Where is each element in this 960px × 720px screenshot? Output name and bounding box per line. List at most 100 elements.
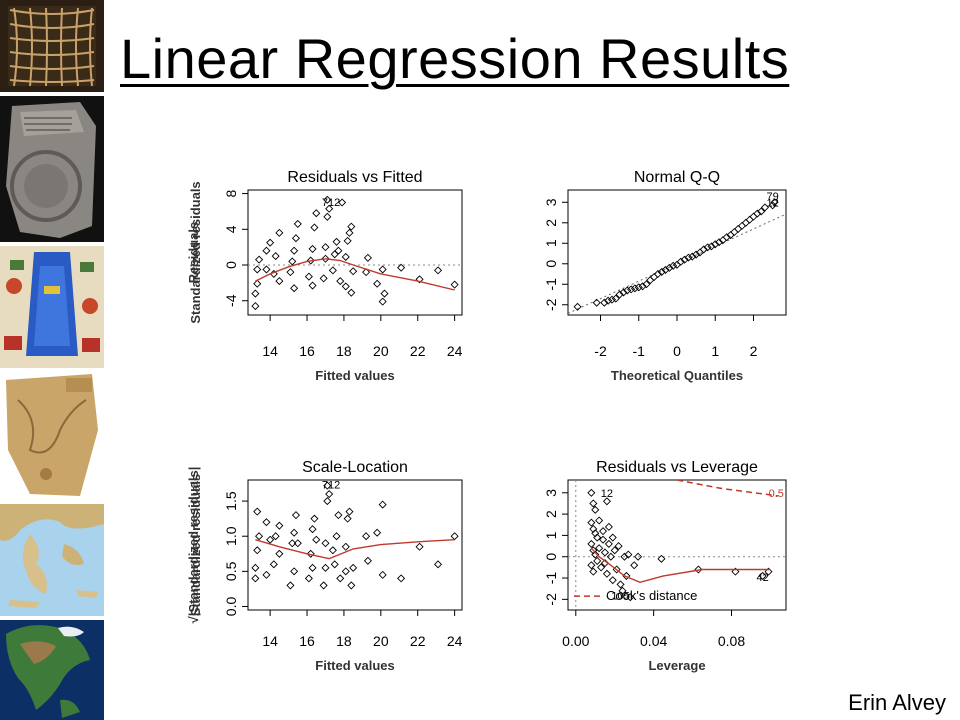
lowess-smoother-line — [255, 258, 455, 291]
data-point — [711, 240, 720, 249]
data-point — [703, 243, 712, 252]
data-point — [692, 250, 701, 259]
data-point — [332, 237, 341, 246]
data-point — [288, 257, 297, 266]
y-tick-label: 2 — [543, 510, 559, 518]
y-tick-label: 3 — [543, 489, 559, 497]
data-point — [334, 246, 343, 255]
data-point — [626, 593, 635, 602]
data-point — [262, 265, 271, 274]
data-point — [251, 563, 260, 572]
data-point — [614, 542, 623, 551]
data-point — [308, 525, 317, 534]
data-point — [618, 586, 627, 595]
plot-frame — [247, 189, 463, 316]
x-tick-label: 14 — [262, 633, 278, 649]
x-axis-label: Theoretical Quantiles — [611, 368, 743, 383]
data-point — [608, 576, 617, 585]
qq-reference-line — [568, 213, 786, 314]
data-point — [330, 250, 339, 259]
data-point — [310, 514, 319, 523]
data-point — [611, 294, 620, 303]
data-point — [397, 263, 406, 272]
data-point — [319, 274, 328, 283]
data-point — [770, 198, 779, 207]
data-point — [731, 567, 740, 576]
data-point — [363, 253, 372, 262]
plot-frame — [567, 189, 787, 316]
data-point — [591, 550, 600, 559]
x-tick-label: 16 — [299, 343, 315, 359]
data-point — [758, 571, 767, 580]
data-point — [291, 234, 301, 243]
data-point — [730, 227, 739, 237]
data-point — [433, 560, 443, 569]
data-point — [669, 261, 678, 270]
data-point — [253, 279, 262, 288]
data-point — [363, 556, 372, 565]
data-point — [251, 574, 260, 583]
y-tick-label: 1 — [543, 531, 559, 539]
data-point — [266, 238, 275, 247]
point-annotation: 42 — [757, 572, 769, 584]
data-point — [321, 254, 330, 263]
data-point — [589, 567, 598, 576]
data-point — [312, 209, 321, 218]
data-point — [262, 246, 271, 255]
data-point — [262, 518, 271, 527]
data-point — [334, 511, 343, 520]
greece-relief-map-image — [0, 504, 104, 616]
data-point — [308, 281, 317, 290]
data-point — [290, 528, 299, 537]
x-tick-label: 1 — [711, 343, 719, 359]
data-point — [595, 544, 604, 553]
x-tick-label: 16 — [299, 633, 315, 649]
data-point — [343, 514, 352, 523]
y-tick-label: -2 — [543, 298, 559, 311]
data-point — [321, 539, 330, 548]
x-tick-label: 14 — [262, 343, 278, 359]
panel-normal-q-q: Normal Q-Q Theoretical Quantiles Standardi… — [188, 169, 787, 383]
data-point — [293, 219, 302, 228]
y-tick-label: -2 — [543, 593, 559, 606]
data-point — [619, 288, 628, 297]
x-axis-label: Leverage — [648, 658, 705, 673]
data-point — [343, 236, 352, 245]
data-point — [587, 518, 596, 527]
data-point — [600, 548, 610, 557]
data-point — [288, 539, 297, 548]
data-point — [630, 561, 639, 570]
data-point — [275, 521, 284, 530]
data-point — [620, 552, 629, 561]
data-point — [306, 549, 315, 558]
point-annotation: 712 — [322, 479, 340, 491]
point-annotation: 0.5 — [769, 488, 784, 500]
data-point — [255, 255, 264, 264]
data-point — [341, 252, 350, 262]
data-point — [323, 212, 332, 221]
data-point — [328, 546, 337, 555]
data-point — [722, 233, 731, 242]
data-point — [251, 302, 260, 311]
y-tick-label: 1.5 — [223, 491, 239, 511]
data-point — [347, 288, 356, 297]
x-tick-label: 20 — [373, 343, 389, 359]
thumbnail-strip — [0, 0, 104, 720]
data-point — [255, 532, 264, 541]
data-point — [589, 499, 598, 508]
plot-area: 712 — [248, 195, 462, 311]
data-point — [757, 207, 766, 216]
data-point — [275, 277, 284, 286]
data-point — [610, 546, 619, 555]
data-point — [286, 581, 295, 590]
point-annotation: 12 — [766, 197, 778, 209]
data-point — [573, 302, 582, 311]
x-tick-label: 22 — [410, 633, 426, 649]
data-point — [378, 500, 387, 509]
data-point — [275, 228, 284, 237]
data-point — [450, 532, 459, 541]
data-point — [634, 552, 643, 561]
data-point — [378, 265, 387, 274]
data-point — [592, 298, 601, 307]
data-point — [608, 533, 617, 542]
